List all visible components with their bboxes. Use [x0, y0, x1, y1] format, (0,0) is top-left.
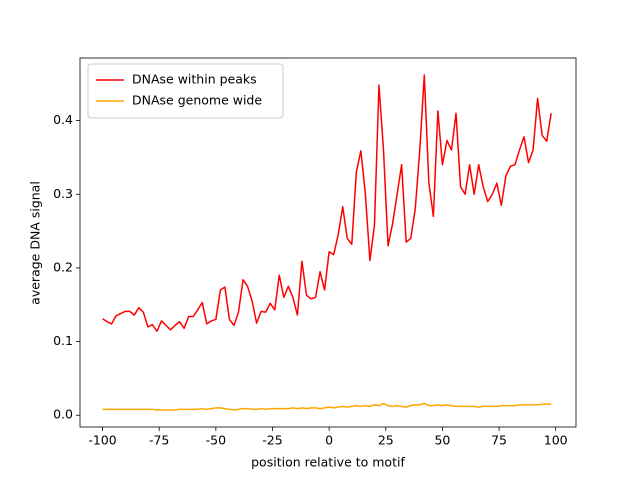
y-tick-label: 0.4	[53, 112, 73, 127]
x-tick-label: -50	[206, 433, 226, 448]
legend-label: DNAse within peaks	[132, 72, 257, 87]
x-tick-label: -75	[149, 433, 169, 448]
x-tick-label: 0	[325, 433, 333, 448]
legend-box	[87, 63, 284, 119]
x-tick-label: -100	[88, 433, 116, 448]
y-tick-label: 0.1	[53, 333, 73, 348]
y-tick-label: 0.0	[53, 407, 73, 422]
y-axis-label: average DNA signal	[28, 181, 43, 305]
x-tick-label: -25	[262, 433, 282, 448]
x-tick-label: 25	[378, 433, 394, 448]
series-line	[102, 402, 552, 411]
x-tick-label: 50	[434, 433, 450, 448]
x-tick-label: 100	[544, 433, 568, 448]
x-tick-label: 75	[491, 433, 507, 448]
axes-frame	[79, 57, 577, 428]
legend-label: DNAse genome wide	[132, 93, 262, 108]
y-tick-label: 0.2	[53, 259, 73, 274]
y-tick-label: 0.3	[53, 186, 73, 201]
series-line	[102, 74, 552, 332]
x-axis-label: position relative to motif	[251, 455, 405, 470]
